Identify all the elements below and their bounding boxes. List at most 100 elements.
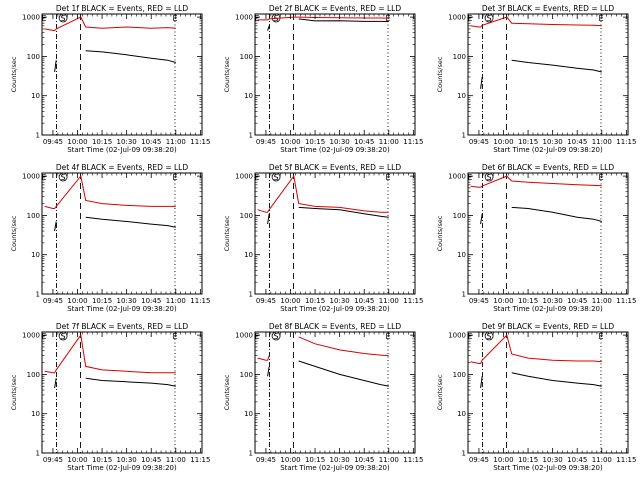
series-events: [480, 372, 602, 389]
panel-title: Det 6f BLACK = Events, RED = LLD: [482, 163, 615, 172]
series-lld: [470, 175, 602, 188]
x-tick-label: 10:30: [117, 456, 137, 464]
panel-title: Det 1f BLACK = Events, RED = LLD: [56, 4, 189, 13]
y-tick-label: 100: [27, 212, 40, 220]
x-tick-label: 10:15: [518, 297, 538, 305]
x-tick-label: 10:45: [354, 138, 374, 146]
y-axis-label: Counts/sec: [223, 215, 231, 251]
marker-s: S: [61, 173, 66, 182]
x-tick-label: 10:30: [543, 138, 563, 146]
plot-frame: [467, 172, 629, 295]
x-tick-label: 11:15: [190, 297, 210, 305]
plot-frame: [254, 13, 416, 136]
x-tick-label: 11:15: [403, 138, 423, 146]
y-tick-label: 100: [240, 53, 253, 61]
y-tick-label: 100: [240, 212, 253, 220]
x-tick-label: 10:15: [92, 138, 112, 146]
x-tick-label: 11:00: [592, 456, 612, 464]
y-tick-label: 1000: [22, 173, 40, 181]
x-tick-label: 11:15: [403, 297, 423, 305]
x-axis-label: Start Time (02-Jul-09 09:38:20): [67, 146, 177, 154]
x-axis-label: Start Time (02-Jul-09 09:38:20): [67, 305, 177, 313]
y-tick-label: 1000: [448, 173, 466, 181]
series-events: [480, 59, 602, 89]
y-axis-label: Counts/sec: [10, 374, 18, 410]
x-tick-label: 11:15: [190, 456, 210, 464]
y-tick-label: 10: [244, 251, 253, 259]
y-tick-label: 10: [244, 410, 253, 418]
x-tick-label: 10:30: [117, 138, 137, 146]
y-tick-label: 1000: [235, 332, 253, 340]
x-tick-label: 10:30: [117, 297, 137, 305]
x-tick-label: 10:30: [330, 297, 350, 305]
x-tick-label: 10:15: [92, 456, 112, 464]
x-tick-label: 11:15: [616, 456, 636, 464]
y-tick-label: 10: [457, 251, 466, 259]
y-tick-label: 1: [36, 291, 40, 299]
x-tick-label: 11:00: [379, 138, 399, 146]
series-lld: [470, 16, 602, 28]
x-tick-label: 10:15: [305, 138, 325, 146]
x-tick-label: 09:45: [469, 138, 489, 146]
x-tick-label: 10:30: [330, 138, 350, 146]
series-lld: [44, 174, 176, 209]
y-tick-label: 10: [31, 251, 40, 259]
x-tick-label: 11:15: [190, 138, 210, 146]
x-tick-label: 11:00: [592, 297, 612, 305]
marker-e: E: [385, 332, 390, 341]
panel-title: Det 3f BLACK = Events, RED = LLD: [482, 4, 615, 13]
series-events: [480, 206, 602, 225]
panel-title: Det 4f BLACK = Events, RED = LLD: [56, 163, 189, 172]
series-lld: [257, 16, 389, 21]
y-axis-label: Counts/sec: [223, 374, 231, 410]
x-tick-label: 11:15: [616, 138, 636, 146]
x-axis-label: Start Time (02-Jul-09 09:38:20): [280, 146, 390, 154]
marker-e: E: [41, 332, 46, 341]
x-tick-label: 10:15: [92, 297, 112, 305]
y-tick-label: 1: [249, 132, 253, 140]
marker-e: E: [598, 332, 603, 341]
marker-s: S: [274, 332, 279, 341]
marker-e: E: [172, 173, 177, 182]
marker-e: E: [467, 173, 472, 182]
series-lld: [257, 174, 389, 213]
x-tick-label: 11:00: [592, 138, 612, 146]
marker-e: E: [467, 332, 472, 341]
y-tick-label: 1000: [235, 14, 253, 22]
y-tick-label: 1: [462, 291, 466, 299]
x-tick-label: 10:45: [567, 138, 587, 146]
x-tick-label: 10:30: [543, 456, 563, 464]
x-tick-label: 10:00: [493, 456, 513, 464]
series-events: [267, 360, 389, 387]
y-tick-label: 100: [240, 371, 253, 379]
series-events: [54, 50, 176, 73]
marker-e: E: [172, 332, 177, 341]
x-axis-label: Start Time (02-Jul-09 09:38:20): [67, 464, 177, 472]
x-tick-label: 09:45: [256, 456, 276, 464]
y-tick-label: 10: [31, 92, 40, 100]
marker-e: E: [41, 14, 46, 23]
y-tick-label: 1000: [22, 332, 40, 340]
marker-s: S: [487, 14, 492, 23]
x-axis-label: Start Time (02-Jul-09 09:38:20): [280, 305, 390, 313]
panel-title: Det 7f BLACK = Events, RED = LLD: [56, 322, 189, 331]
marker-e: E: [41, 173, 46, 182]
marker-s: S: [61, 332, 66, 341]
marker-e: E: [598, 14, 603, 23]
series-lld: [44, 16, 176, 32]
x-tick-label: 09:45: [469, 456, 489, 464]
x-tick-label: 11:00: [166, 138, 186, 146]
x-tick-label: 10:30: [543, 297, 563, 305]
y-tick-label: 1: [36, 450, 40, 458]
x-tick-label: 10:15: [518, 456, 538, 464]
x-tick-label: 10:45: [354, 297, 374, 305]
plot-frame: [254, 331, 416, 454]
